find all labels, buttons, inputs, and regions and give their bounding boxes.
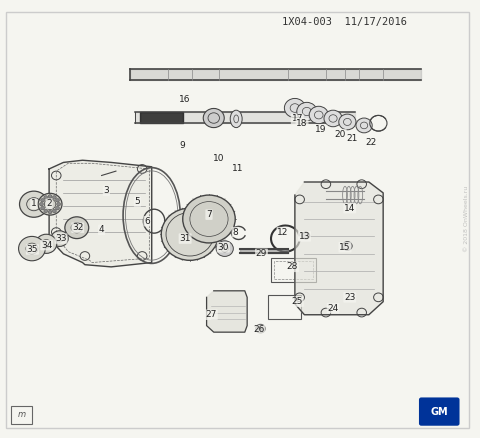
Circle shape bbox=[52, 196, 56, 199]
FancyBboxPatch shape bbox=[419, 397, 459, 426]
Text: 5: 5 bbox=[134, 197, 140, 206]
Text: 7: 7 bbox=[206, 210, 212, 219]
Text: 20: 20 bbox=[335, 130, 346, 139]
Circle shape bbox=[52, 209, 56, 213]
Circle shape bbox=[41, 198, 45, 202]
Circle shape bbox=[284, 99, 305, 117]
Circle shape bbox=[57, 202, 60, 206]
Circle shape bbox=[44, 209, 48, 213]
Circle shape bbox=[56, 206, 60, 210]
Circle shape bbox=[216, 241, 233, 256]
Text: 11: 11 bbox=[232, 164, 243, 173]
Circle shape bbox=[183, 195, 235, 243]
Text: 33: 33 bbox=[55, 234, 67, 243]
Circle shape bbox=[309, 106, 328, 124]
Text: 21: 21 bbox=[347, 134, 358, 143]
Circle shape bbox=[161, 208, 218, 260]
Text: 26: 26 bbox=[253, 325, 265, 335]
Text: 24: 24 bbox=[327, 304, 339, 313]
Text: 16: 16 bbox=[180, 95, 191, 104]
Text: m: m bbox=[18, 410, 26, 419]
Text: 28: 28 bbox=[287, 262, 298, 272]
Bar bbox=[268, 295, 301, 319]
Text: 23: 23 bbox=[344, 293, 356, 302]
Circle shape bbox=[324, 110, 342, 127]
Text: 34: 34 bbox=[41, 240, 52, 250]
Text: 29: 29 bbox=[256, 249, 267, 258]
Ellipse shape bbox=[230, 110, 242, 127]
Text: 4: 4 bbox=[99, 226, 105, 234]
Circle shape bbox=[56, 198, 60, 202]
Text: 8: 8 bbox=[232, 228, 238, 237]
Circle shape bbox=[256, 324, 265, 333]
Circle shape bbox=[203, 109, 224, 127]
Circle shape bbox=[44, 196, 48, 199]
Text: 12: 12 bbox=[277, 228, 288, 237]
Text: 13: 13 bbox=[299, 232, 310, 241]
Text: 1: 1 bbox=[31, 199, 36, 208]
Circle shape bbox=[356, 118, 372, 133]
Text: 19: 19 bbox=[315, 125, 327, 134]
Bar bbox=[275, 261, 312, 279]
Text: 14: 14 bbox=[344, 204, 356, 212]
Circle shape bbox=[41, 206, 45, 210]
Circle shape bbox=[297, 102, 317, 120]
Circle shape bbox=[343, 242, 352, 251]
Circle shape bbox=[339, 114, 356, 130]
Text: 22: 22 bbox=[366, 138, 377, 147]
Text: 25: 25 bbox=[291, 297, 303, 306]
Text: GM: GM bbox=[430, 407, 448, 417]
Circle shape bbox=[48, 194, 52, 198]
Circle shape bbox=[302, 232, 310, 239]
Text: 6: 6 bbox=[144, 217, 150, 226]
Bar bbox=[271, 258, 316, 282]
Text: © 2018 OnWheels.ru: © 2018 OnWheels.ru bbox=[464, 186, 469, 252]
Polygon shape bbox=[295, 182, 383, 315]
Text: 32: 32 bbox=[72, 223, 84, 232]
Circle shape bbox=[48, 210, 52, 214]
Circle shape bbox=[20, 191, 48, 217]
Text: 27: 27 bbox=[205, 310, 217, 319]
Circle shape bbox=[259, 327, 263, 330]
Text: 2: 2 bbox=[46, 199, 52, 208]
Text: 18: 18 bbox=[296, 119, 308, 128]
Text: 17: 17 bbox=[291, 114, 303, 124]
Text: 31: 31 bbox=[180, 234, 191, 243]
Text: 15: 15 bbox=[339, 243, 351, 252]
Text: 1X04-003  11/17/2016: 1X04-003 11/17/2016 bbox=[283, 17, 408, 27]
Circle shape bbox=[36, 234, 57, 253]
Polygon shape bbox=[49, 160, 152, 267]
Text: 9: 9 bbox=[180, 141, 186, 149]
Circle shape bbox=[39, 202, 43, 206]
Circle shape bbox=[38, 193, 62, 215]
Polygon shape bbox=[206, 291, 247, 332]
Bar bbox=[11, 406, 33, 424]
Text: 35: 35 bbox=[27, 245, 38, 254]
Text: 10: 10 bbox=[213, 154, 224, 162]
Text: 30: 30 bbox=[217, 243, 229, 252]
Circle shape bbox=[51, 231, 68, 247]
Circle shape bbox=[19, 237, 45, 261]
Circle shape bbox=[65, 217, 89, 239]
Text: 3: 3 bbox=[104, 186, 109, 195]
